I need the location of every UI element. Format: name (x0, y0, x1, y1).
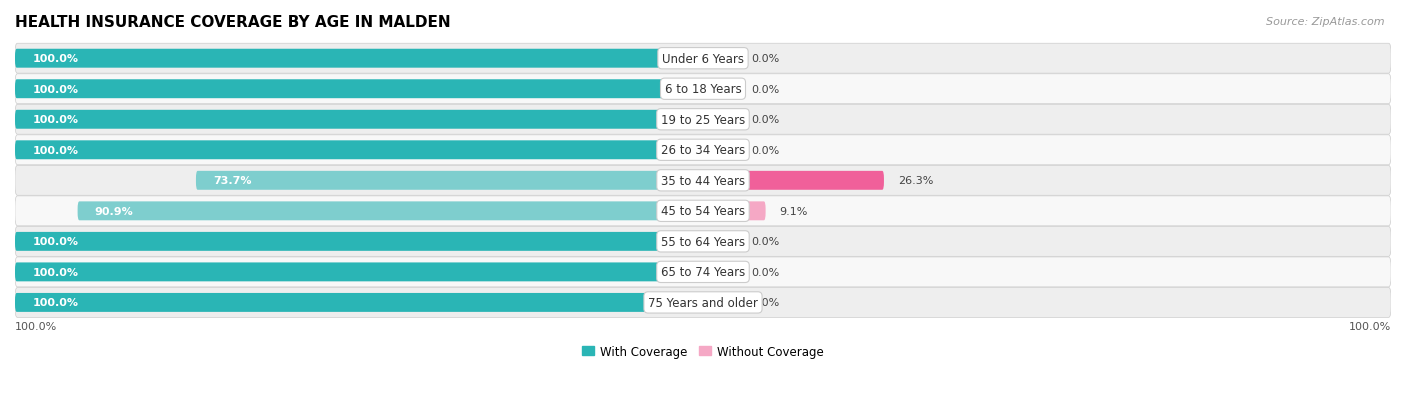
FancyBboxPatch shape (15, 233, 703, 251)
Text: 100.0%: 100.0% (1348, 322, 1391, 332)
FancyBboxPatch shape (15, 166, 1391, 196)
Text: 45 to 54 Years: 45 to 54 Years (661, 205, 745, 218)
Text: 26 to 34 Years: 26 to 34 Years (661, 144, 745, 157)
Text: 55 to 64 Years: 55 to 64 Years (661, 235, 745, 248)
FancyBboxPatch shape (703, 233, 737, 251)
Text: 0.0%: 0.0% (751, 145, 779, 155)
Text: 100.0%: 100.0% (32, 237, 79, 247)
Text: 0.0%: 0.0% (751, 237, 779, 247)
Text: 65 to 74 Years: 65 to 74 Years (661, 266, 745, 279)
Text: 0.0%: 0.0% (751, 298, 779, 308)
Text: 35 to 44 Years: 35 to 44 Years (661, 174, 745, 188)
Text: 73.7%: 73.7% (214, 176, 252, 186)
Text: 100.0%: 100.0% (32, 298, 79, 308)
FancyBboxPatch shape (15, 141, 703, 160)
FancyBboxPatch shape (15, 105, 1391, 135)
Text: 9.1%: 9.1% (779, 206, 807, 216)
FancyBboxPatch shape (703, 111, 737, 129)
FancyBboxPatch shape (703, 293, 737, 312)
FancyBboxPatch shape (703, 141, 737, 160)
Text: 90.9%: 90.9% (94, 206, 134, 216)
Text: HEALTH INSURANCE COVERAGE BY AGE IN MALDEN: HEALTH INSURANCE COVERAGE BY AGE IN MALD… (15, 15, 451, 30)
FancyBboxPatch shape (15, 50, 703, 69)
Text: Source: ZipAtlas.com: Source: ZipAtlas.com (1267, 17, 1385, 26)
Text: 19 to 25 Years: 19 to 25 Years (661, 114, 745, 126)
FancyBboxPatch shape (15, 197, 1391, 226)
Text: 100.0%: 100.0% (32, 145, 79, 155)
FancyBboxPatch shape (15, 135, 1391, 165)
Text: 0.0%: 0.0% (751, 85, 779, 95)
Text: 0.0%: 0.0% (751, 115, 779, 125)
FancyBboxPatch shape (703, 202, 766, 221)
FancyBboxPatch shape (15, 75, 1391, 104)
FancyBboxPatch shape (15, 80, 703, 99)
Text: 26.3%: 26.3% (897, 176, 934, 186)
FancyBboxPatch shape (703, 263, 737, 282)
Legend: With Coverage, Without Coverage: With Coverage, Without Coverage (578, 340, 828, 363)
FancyBboxPatch shape (15, 257, 1391, 287)
FancyBboxPatch shape (703, 50, 737, 69)
FancyBboxPatch shape (15, 44, 1391, 74)
FancyBboxPatch shape (77, 202, 703, 221)
FancyBboxPatch shape (703, 80, 737, 99)
FancyBboxPatch shape (15, 293, 703, 312)
FancyBboxPatch shape (15, 263, 703, 282)
FancyBboxPatch shape (15, 288, 1391, 318)
Text: 100.0%: 100.0% (32, 85, 79, 95)
Text: 0.0%: 0.0% (751, 267, 779, 277)
Text: 0.0%: 0.0% (751, 54, 779, 64)
FancyBboxPatch shape (15, 227, 1391, 257)
FancyBboxPatch shape (703, 171, 884, 190)
Text: 100.0%: 100.0% (32, 267, 79, 277)
Text: 100.0%: 100.0% (32, 54, 79, 64)
FancyBboxPatch shape (195, 171, 703, 190)
Text: 100.0%: 100.0% (15, 322, 58, 332)
Text: 6 to 18 Years: 6 to 18 Years (665, 83, 741, 96)
Text: 75 Years and older: 75 Years and older (648, 296, 758, 309)
Text: 100.0%: 100.0% (32, 115, 79, 125)
FancyBboxPatch shape (15, 111, 703, 129)
Text: Under 6 Years: Under 6 Years (662, 52, 744, 66)
